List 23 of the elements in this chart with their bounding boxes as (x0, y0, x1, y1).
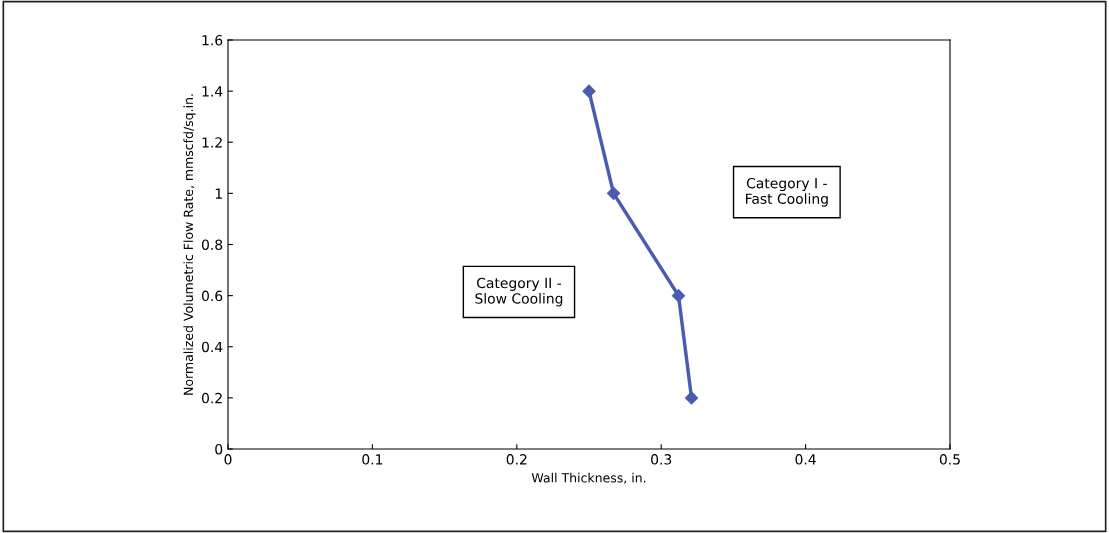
y-tick-label: 0.2 (201, 392, 222, 404)
y-tick-label: 1.2 (202, 137, 222, 148)
x-tick-label: 0 (224, 454, 232, 465)
y-tick-label: 0.6 (201, 290, 223, 302)
x-tick-label: 0.5 (939, 454, 960, 465)
x-tick-label: 0.2 (506, 454, 527, 465)
x-tick-label: 0.4 (795, 454, 816, 465)
annotation: Category I - Fast Cooling (746, 177, 828, 207)
point (671, 289, 686, 303)
y-tick-label: 0 (215, 443, 223, 455)
x-tick-label: 0.1 (362, 454, 383, 465)
x-tick-label: 0.3 (651, 454, 672, 465)
point (582, 84, 596, 98)
y-tick-label: 0.8 (201, 239, 223, 250)
y-tick-label: 1 (215, 188, 222, 199)
y-axis-title: Normalized Volumetric Flow Rate, mmscfd/sq.in. (183, 94, 196, 395)
y-tick-label: 1.4 (202, 86, 223, 97)
y-tick-label: 0.4 (201, 341, 223, 353)
point (684, 391, 699, 405)
point (606, 186, 621, 200)
x-axis-title: Wall Thickness, in. (531, 472, 646, 484)
y-tick-label: 1.6 (202, 34, 223, 46)
annotation: Category II - Slow Cooling (475, 277, 563, 307)
